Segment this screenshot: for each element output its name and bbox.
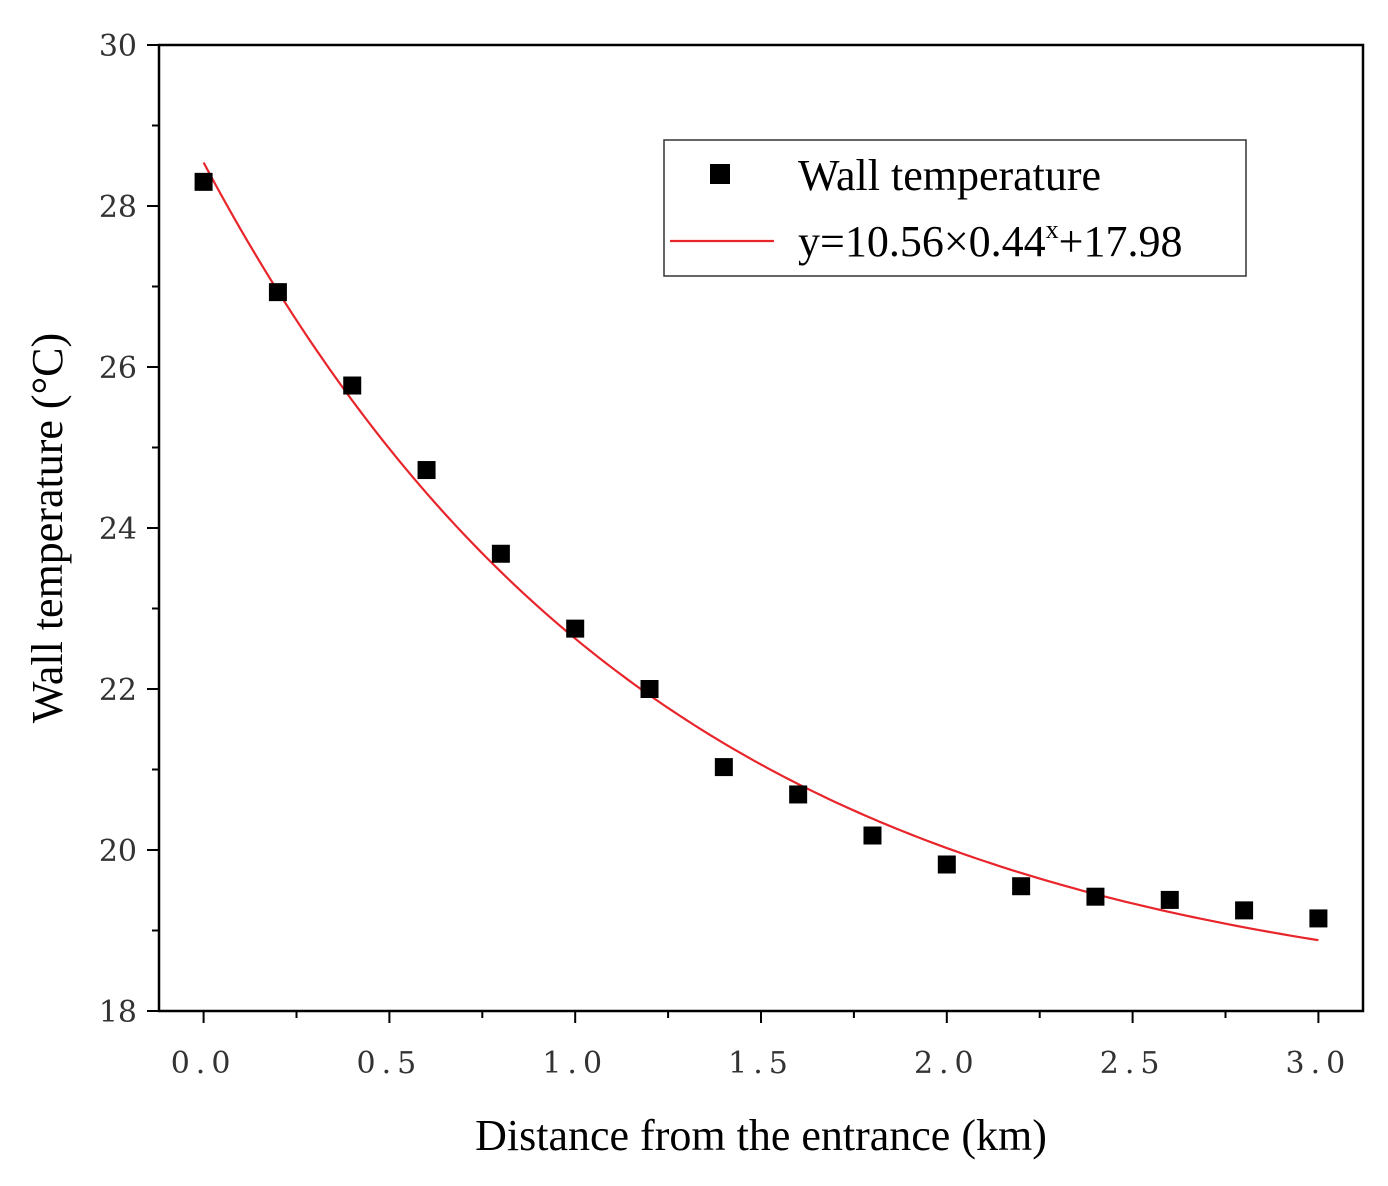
legend-label-fit: y=10.56×0.44x+17.98 xyxy=(798,215,1182,266)
legend: Wall temperature y=10.56×0.44x+17.98 xyxy=(663,139,1247,277)
data-point xyxy=(1235,901,1254,920)
x-axis-title: Distance from the entrance (km) xyxy=(475,1111,1047,1160)
legend-fit-superscript: x xyxy=(1046,215,1059,244)
legend-box xyxy=(663,139,1247,277)
legend-marker-square xyxy=(710,164,730,184)
data-point xyxy=(417,461,436,480)
x-tick-label: 3.0 xyxy=(1286,1046,1352,1081)
legend-fit-main: y=10.56×0.44 xyxy=(798,217,1046,266)
y-tick-label: 20 xyxy=(99,834,137,869)
x-tick-label: 0.5 xyxy=(357,1046,423,1081)
data-point xyxy=(194,172,213,191)
x-tick-label: 1.0 xyxy=(542,1046,608,1081)
fit-curve xyxy=(202,162,1319,942)
legend-fit-tail: +17.98 xyxy=(1059,217,1183,266)
scatter-points xyxy=(194,172,1328,928)
data-point xyxy=(268,283,287,302)
data-point xyxy=(640,680,659,698)
y-axis: 18 20 22 24 26 28 30 xyxy=(99,29,159,1030)
legend-label-wall-temperature: Wall temperature xyxy=(798,151,1101,200)
x-tick-label: 0.0 xyxy=(171,1046,237,1081)
data-point xyxy=(1012,877,1031,896)
x-tick-label: 1.5 xyxy=(728,1046,794,1081)
y-tick-label: 22 xyxy=(99,673,137,708)
data-point xyxy=(1160,890,1179,909)
data-point xyxy=(566,619,585,638)
data-point xyxy=(1086,887,1105,906)
y-tick-label: 28 xyxy=(99,190,137,225)
data-point xyxy=(789,785,808,804)
data-point xyxy=(343,376,362,395)
data-point xyxy=(714,758,733,777)
data-point xyxy=(1309,909,1328,928)
data-point xyxy=(937,855,956,874)
x-axis: 0.0 0.5 1.0 1.5 2.0 2.5 3.0 xyxy=(171,1011,1352,1081)
y-tick-label: 24 xyxy=(99,512,137,547)
y-tick-label: 30 xyxy=(99,29,137,64)
data-point xyxy=(491,544,510,563)
y-tick-label: 26 xyxy=(99,351,137,386)
data-point xyxy=(863,826,882,845)
x-tick-label: 2.5 xyxy=(1100,1046,1166,1081)
y-tick-label: 18 xyxy=(99,995,137,1030)
x-tick-label: 2.0 xyxy=(914,1046,980,1081)
y-axis-title: Wall temperature (°C) xyxy=(23,333,72,723)
